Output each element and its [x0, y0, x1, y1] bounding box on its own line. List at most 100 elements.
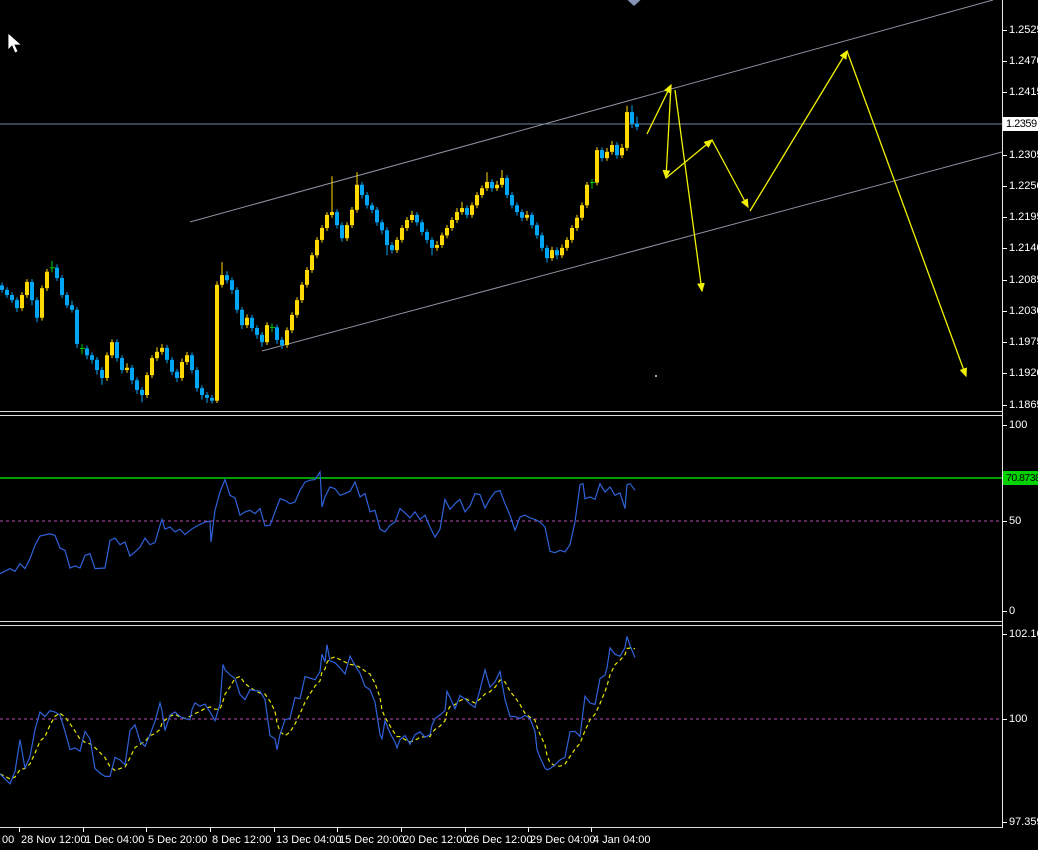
time-axis-label: 13 Dec 04:00: [276, 834, 342, 846]
candle-body: [465, 208, 469, 215]
candle-body: [420, 222, 424, 232]
projection-arrow: [674, 89, 705, 293]
candle-body: [495, 184, 499, 189]
candle-body: [5, 289, 9, 296]
price-axis-label-tick: [1003, 61, 1007, 62]
candle-body: [75, 309, 79, 344]
candle-body: [430, 239, 434, 248]
time-axis-label: 1 Dec 04:00: [85, 834, 145, 846]
price-axis-label-tick: [1003, 311, 1007, 312]
candle-body: [315, 239, 319, 256]
panel-divider-main-rsi[interactable]: [0, 411, 1002, 416]
candle-body: [155, 351, 159, 359]
price-axis[interactable]: 1.2359 70.8738 1.2525 1.2470 1.2415 1.2305 1…: [1002, 0, 1038, 828]
candle-body: [540, 235, 544, 248]
candle-body: [105, 355, 109, 378]
time-axis[interactable]: 00 28 Nov 12:00 1 Dec 04:00 5 Dec 20:00 8 De…: [0, 827, 1038, 850]
price-axis-label-tick: [1003, 217, 1007, 218]
candle-body: [410, 214, 414, 221]
projection-arrow: [646, 83, 672, 135]
candle-body: [615, 145, 619, 156]
candle-body: [635, 123, 639, 127]
time-axis-label: 5 Dec 20:00: [148, 834, 208, 846]
candle-body: [340, 225, 344, 239]
chart-shift-marker-icon: [627, 0, 641, 6]
price-axis-label-tick: [1003, 186, 1007, 187]
candle-body: [325, 214, 329, 228]
candle-body: [585, 184, 589, 206]
candle-body: [450, 220, 454, 228]
candle-body: [210, 397, 214, 401]
candle-body: [360, 184, 364, 196]
rsi-axis-label-tick: [1003, 611, 1007, 612]
candle-body: [580, 205, 584, 218]
oscillator-indicator-panel[interactable]: [0, 627, 1002, 827]
price-axis-label-tick: [1003, 92, 1007, 93]
candle-body: [480, 188, 484, 196]
candle-body: [130, 367, 134, 381]
candle-body: [280, 339, 284, 346]
candle-body: [620, 147, 624, 156]
rsi-axis-label-tick: [1003, 425, 1007, 426]
candle-body: [25, 281, 29, 296]
dot-annotation: [655, 375, 657, 377]
candle-body: [370, 205, 374, 210]
candle-body: [475, 195, 479, 206]
candle-body: [140, 389, 144, 396]
price-axis-label-tick: [1003, 405, 1007, 406]
candle-body: [115, 342, 119, 359]
candle-body: [245, 317, 249, 326]
candle-body: [275, 327, 279, 340]
candle-body: [295, 300, 299, 315]
time-axis-tick: [337, 827, 338, 832]
candle-body: [220, 275, 224, 285]
candle-body: [145, 375, 149, 396]
candle-body: [10, 295, 14, 301]
candle-body: [380, 222, 384, 231]
oscillator-line: [0, 636, 636, 785]
candle-body: [350, 209, 354, 226]
candle-body: [625, 112, 629, 148]
time-axis-tick: [83, 827, 84, 832]
candle-body: [345, 225, 349, 239]
candle-body: [320, 227, 324, 240]
time-axis-tick: [274, 827, 275, 832]
candle-body: [30, 281, 34, 301]
candle-body: [250, 317, 254, 328]
candle-body: [85, 348, 89, 356]
candle-body: [330, 212, 334, 215]
candle-body: [505, 177, 509, 196]
time-axis-divider: [0, 827, 1002, 828]
candle-body: [70, 305, 74, 310]
candle-body: [335, 212, 339, 226]
candle-body: [90, 355, 94, 360]
candle-body: [415, 214, 419, 223]
candle-body: [565, 239, 569, 248]
rsi-value-badge: 70.8738: [1003, 471, 1038, 485]
price-axis-label: 1.2470: [1009, 55, 1038, 67]
candle-body: [570, 227, 574, 240]
candle-body: [100, 370, 104, 378]
candle-body: [425, 231, 429, 240]
candle-body: [290, 314, 294, 331]
channel-lower-trendline: [261, 151, 1002, 352]
candle-body: [545, 247, 549, 259]
main-price-chart[interactable]: [0, 0, 1002, 411]
candle-body: [190, 355, 194, 371]
oscillator-axis-label: 102.1626: [1009, 628, 1038, 640]
candle-body: [485, 181, 489, 189]
projection-arrow: [711, 139, 749, 209]
candle-body: [355, 184, 359, 210]
rsi-indicator-panel[interactable]: [0, 417, 1002, 621]
time-axis-tick: [19, 827, 20, 832]
time-axis-label: 00: [2, 834, 15, 846]
candle-body: [205, 395, 209, 398]
panel-divider-rsi-oscillator[interactable]: [0, 621, 1002, 626]
price-axis-label-tick: [1003, 342, 1007, 343]
candle-body: [525, 214, 529, 218]
oscillator-axis-label-tick: [1003, 634, 1007, 635]
candle-body: [400, 227, 404, 240]
candle-body: [175, 371, 179, 378]
candle-body: [285, 330, 289, 346]
rsi-axis-label: 100: [1009, 419, 1028, 431]
